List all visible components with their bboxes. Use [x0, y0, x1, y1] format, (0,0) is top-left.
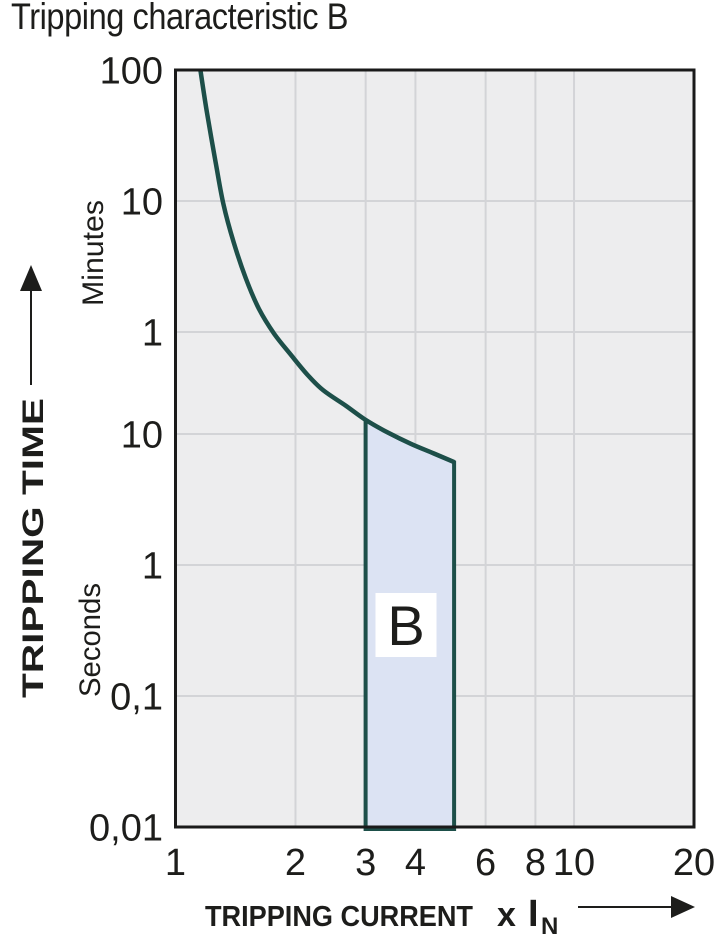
y-axis-label: TRIPPING TIME — [17, 398, 50, 698]
x-tick-label: 10 — [553, 842, 595, 884]
y-axis-arrow-icon — [20, 265, 42, 291]
x-tick-label: 6 — [475, 842, 496, 884]
y-unit-seconds: Seconds — [74, 583, 107, 697]
chart-title: Tripping characteristic B — [11, 0, 349, 37]
y-unit-minutes: Minutes — [77, 200, 110, 306]
x-axis-unit-subscript: N — [541, 913, 558, 938]
y-tick-label: 100 — [100, 51, 163, 93]
region-label: B — [387, 594, 424, 657]
x-axis-unit-symbol: I — [528, 893, 539, 935]
x-tick-label: 20 — [673, 842, 715, 884]
x-tick-label: 2 — [285, 842, 306, 884]
y-tick-label: 0,01 — [89, 808, 163, 850]
plot-border — [174, 68, 696, 829]
tripping-curve — [198, 69, 455, 465]
region-label-box — [375, 593, 437, 657]
y-tick-label: 1 — [142, 313, 163, 355]
x-tick-label: 1 — [165, 842, 186, 884]
x-axis-arrow-icon — [671, 896, 695, 918]
x-axis-label: TRIPPING CURRENT — [205, 901, 473, 933]
y-tick-label: 10 — [121, 414, 163, 456]
x-tick-label: 3 — [355, 842, 376, 884]
x-tick-label: 4 — [405, 842, 426, 884]
x-tick-label: 8 — [525, 842, 546, 884]
y-tick-label: 10 — [121, 182, 163, 224]
x-axis-unit-multiplier: x — [497, 896, 516, 934]
y-tick-label: 0,1 — [110, 676, 163, 718]
y-tick-label: 1 — [142, 545, 163, 587]
